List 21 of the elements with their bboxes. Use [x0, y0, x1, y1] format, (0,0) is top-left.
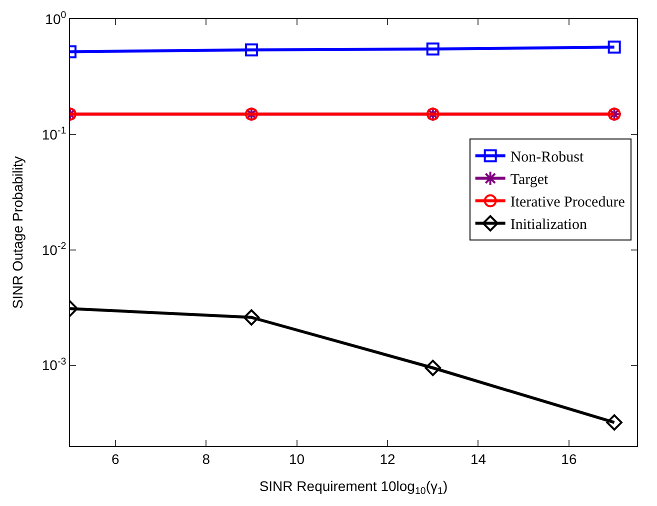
point — [426, 42, 440, 56]
point — [608, 40, 621, 54]
y-tick-label: 10$^{-1}$ — [42, 125, 66, 142]
y-tick-label: 10$^{-3}$ — [42, 356, 67, 374]
y-tick-label: 10$^{0}$ — [45, 10, 67, 27]
x-tick-label: 8 — [202, 450, 210, 467]
x-axis-title: SINR Requirement 10log$_{10}$(γ$_{1}$) — [259, 478, 448, 498]
point — [424, 360, 442, 376]
y-axis-title: SINR Outage Probability — [10, 156, 26, 309]
x-tick-label: 14 — [470, 450, 486, 467]
legend-label: Iterative Procedure — [510, 194, 626, 211]
legend-label: Non-Robust — [510, 150, 584, 166]
point — [606, 414, 622, 431]
point — [243, 309, 260, 326]
y-tick-label: 10$^{-2}$ — [42, 240, 66, 258]
x-tick-label: 6 — [111, 450, 120, 467]
legend-label: Initialization — [510, 217, 588, 234]
x-tick-label: 16 — [561, 450, 577, 467]
x-tick-label: 10 — [289, 450, 305, 467]
legend-label: Target — [510, 172, 549, 188]
x-tick-label: 12 — [380, 450, 396, 467]
